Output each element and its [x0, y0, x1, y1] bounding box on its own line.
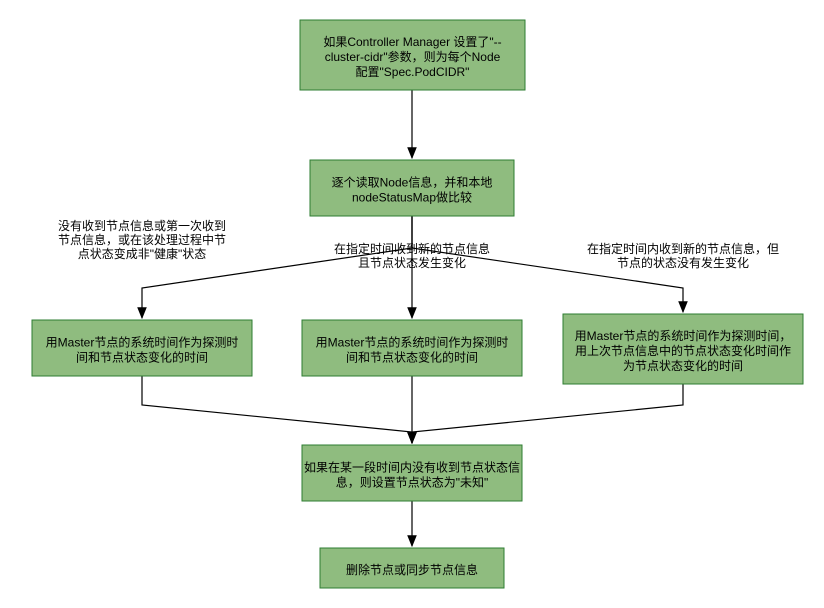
edge-label: 节点信息，或在该处理过程中节 — [58, 232, 226, 247]
edge-label: 在指定时间内收到新的节点信息，但 — [587, 241, 779, 256]
node-text: 用Master节点的系统时间作为探测时 — [46, 335, 239, 350]
node-text: 间和节点状态变化的时间 — [346, 350, 478, 365]
edge-label: 且节点状态发生变化 — [358, 255, 466, 270]
node-text: 息，则设置节点状态为"未知" — [336, 475, 489, 490]
node-text: 配置"Spec.PodCIDR" — [356, 65, 470, 79]
edge-label: 没有收到节点信息或第一次收到 — [58, 218, 226, 233]
edge-n3-n6 — [142, 376, 412, 443]
node-text: 用上次节点信息中的节点状态变化时间作 — [575, 343, 791, 358]
node-text: 删除节点或同步节点信息 — [346, 562, 478, 577]
node-text: 为节点状态变化的时间 — [623, 358, 743, 373]
edge-label: 点状态变成非"健康"状态 — [78, 246, 207, 261]
flowchart-canvas: 没有收到节点信息或第一次收到节点信息，或在该处理过程中节点状态变成非"健康"状态… — [0, 0, 824, 608]
node-n3: 用Master节点的系统时间作为探测时间和节点状态变化的时间 — [32, 320, 252, 376]
node-n1: 如果Controller Manager 设置了"--cluster-cidr"… — [300, 20, 525, 90]
edge-n5-n6 — [412, 384, 683, 443]
node-text: cluster-cidr"参数，则为每个Node — [325, 49, 501, 64]
edge-label: 节点的状态没有发生变化 — [617, 255, 749, 270]
node-text: 间和节点状态变化的时间 — [76, 350, 208, 365]
node-text: 逐个读取Node信息，并和本地 — [332, 175, 493, 190]
node-n4: 用Master节点的系统时间作为探测时间和节点状态变化的时间 — [302, 320, 522, 376]
node-n7: 删除节点或同步节点信息 — [320, 548, 504, 588]
node-text: 用Master节点的系统时间作为探测时间， — [575, 328, 792, 343]
node-text: 如果Controller Manager 设置了"-- — [323, 34, 501, 49]
node-n5: 用Master节点的系统时间作为探测时间，用上次节点信息中的节点状态变化时间作为… — [563, 314, 803, 384]
node-text: 用Master节点的系统时间作为探测时 — [316, 335, 509, 350]
node-n6: 如果在某一段时间内没有收到节点状态信息，则设置节点状态为"未知" — [302, 445, 522, 501]
node-text: nodeStatusMap做比较 — [352, 190, 472, 205]
node-text: 如果在某一段时间内没有收到节点状态信 — [304, 460, 520, 475]
node-n2: 逐个读取Node信息，并和本地nodeStatusMap做比较 — [310, 160, 514, 216]
